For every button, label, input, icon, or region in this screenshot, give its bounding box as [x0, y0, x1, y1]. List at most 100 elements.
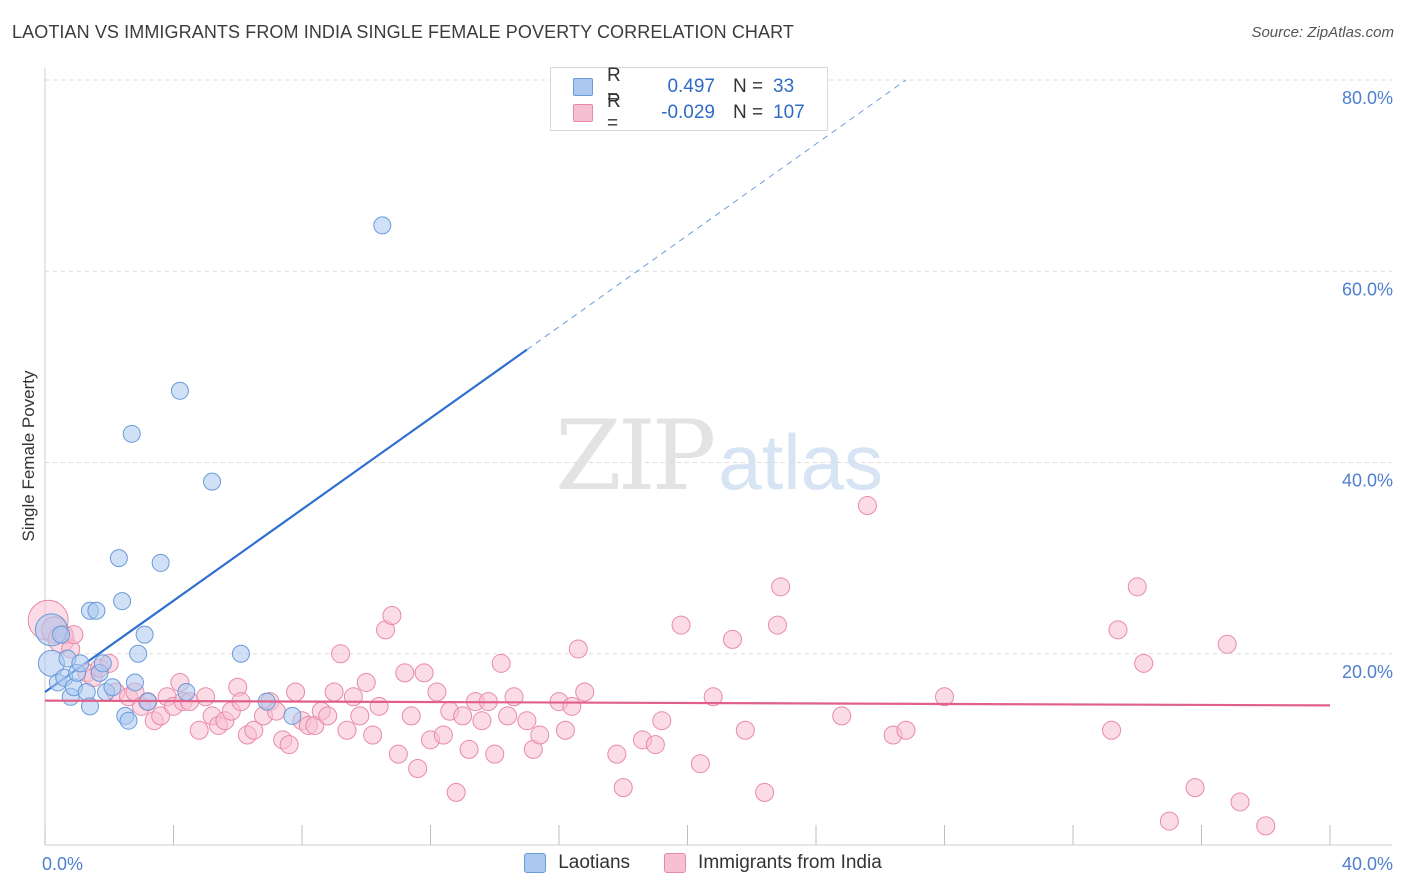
series-legend: Laotians Immigrants from India	[0, 852, 1406, 874]
india-point	[446, 782, 466, 802]
india-points	[27, 496, 1276, 836]
india-point	[1230, 792, 1250, 812]
laotians-point	[170, 381, 189, 400]
laotians-point	[103, 678, 122, 697]
india-point	[453, 706, 473, 726]
india-swatch	[573, 104, 593, 122]
india-point	[1185, 778, 1205, 798]
india-point	[395, 663, 415, 683]
laotians-point	[119, 711, 138, 730]
india-point	[337, 720, 357, 740]
tick-labels: 20.0% 40.0% 60.0% 80.0% 0.0% 40.0%	[42, 88, 1393, 874]
laotians-swatch	[524, 853, 547, 873]
laotians-point	[122, 424, 141, 443]
n-label: N =	[733, 102, 764, 123]
laotians-point	[93, 654, 112, 673]
india-point	[767, 615, 787, 635]
india-point	[433, 725, 453, 745]
laotians-point	[283, 706, 302, 725]
india-point	[196, 687, 216, 707]
india-trendline-solid	[44, 699, 1331, 707]
india-point	[244, 720, 264, 740]
india-point	[414, 663, 434, 683]
india-point	[735, 720, 755, 740]
laotians-point	[151, 553, 170, 572]
india-point	[607, 744, 627, 764]
laotians-trendline-solid	[44, 348, 528, 693]
india-point	[350, 706, 370, 726]
r-value: -0.029	[661, 102, 715, 123]
india-point	[671, 615, 691, 635]
y-tick-label: 40.0%	[1342, 471, 1393, 491]
india-point	[1256, 816, 1276, 836]
india-point	[408, 759, 428, 778]
y-tick-label: 20.0%	[1342, 662, 1393, 682]
legend-label: Laotians	[558, 852, 631, 873]
laotians-point	[113, 592, 132, 611]
india-point	[575, 682, 595, 702]
india-point	[401, 706, 421, 726]
india-point	[459, 739, 479, 759]
india-point	[555, 720, 575, 740]
india-point	[755, 782, 775, 802]
india-trendline	[44, 699, 1331, 707]
laotians-point	[231, 644, 250, 663]
laotians-point	[373, 216, 392, 235]
legend-item-laotians: Laotians	[524, 852, 630, 874]
grid	[45, 79, 1392, 655]
india-point	[286, 682, 306, 702]
india-point	[388, 744, 408, 764]
laotians-point	[71, 654, 90, 673]
india-point	[857, 496, 877, 516]
india-point	[343, 687, 363, 707]
chart-title: LAOTIAN VS IMMIGRANTS FROM INDIA SINGLE …	[12, 22, 794, 42]
india-point	[771, 577, 791, 597]
india-point	[331, 644, 351, 664]
stats-legend: R = 0.497 N = 33 R = -0.029 N = 107	[550, 65, 828, 134]
india-point	[279, 735, 299, 755]
india-point	[703, 687, 723, 707]
laotians-point	[109, 549, 128, 568]
source-credit: Source: ZipAtlas.com	[1251, 24, 1394, 41]
watermark-zip: ZIP	[555, 400, 716, 512]
india-point	[318, 706, 338, 726]
india-point	[491, 653, 511, 673]
india-point	[427, 682, 447, 702]
india-point	[517, 711, 537, 731]
laotians-point	[203, 472, 222, 491]
india-point	[498, 706, 518, 726]
laotians-point	[52, 625, 71, 644]
laotians-point	[125, 673, 144, 692]
y-tick-label: 80.0%	[1342, 88, 1393, 108]
india-point	[1134, 653, 1154, 673]
y-axis-label: Single Female Poverty	[19, 370, 38, 542]
india-point	[652, 711, 672, 731]
india-point	[189, 720, 209, 740]
india-point	[690, 754, 710, 774]
laotians-trendline-dashed	[526, 79, 907, 351]
r-label: R =	[607, 91, 621, 134]
india-point	[1102, 720, 1122, 740]
laotians-point	[129, 644, 148, 663]
india-point	[151, 706, 171, 726]
india-point	[363, 725, 383, 745]
india-point	[382, 606, 402, 625]
x-tick-label: 40.0%	[1342, 854, 1393, 874]
r-label: R =	[607, 65, 621, 108]
legend-label: Immigrants from India	[698, 852, 882, 873]
india-point	[568, 639, 588, 659]
india-point	[1217, 634, 1237, 654]
india-point	[562, 696, 582, 716]
india-point	[1108, 620, 1128, 640]
n-value: 107	[773, 102, 805, 123]
laotians-swatch	[573, 78, 593, 96]
laotians-trendline	[44, 79, 907, 693]
x-tick-label: 0.0%	[42, 854, 83, 874]
legend-item-india: Immigrants from India	[664, 852, 882, 874]
india-point	[369, 696, 389, 716]
india-point	[324, 682, 344, 702]
legend-row-laotians: R = 0.497 N = 33	[573, 65, 794, 108]
india-point	[832, 706, 852, 726]
india-point	[1127, 577, 1147, 597]
